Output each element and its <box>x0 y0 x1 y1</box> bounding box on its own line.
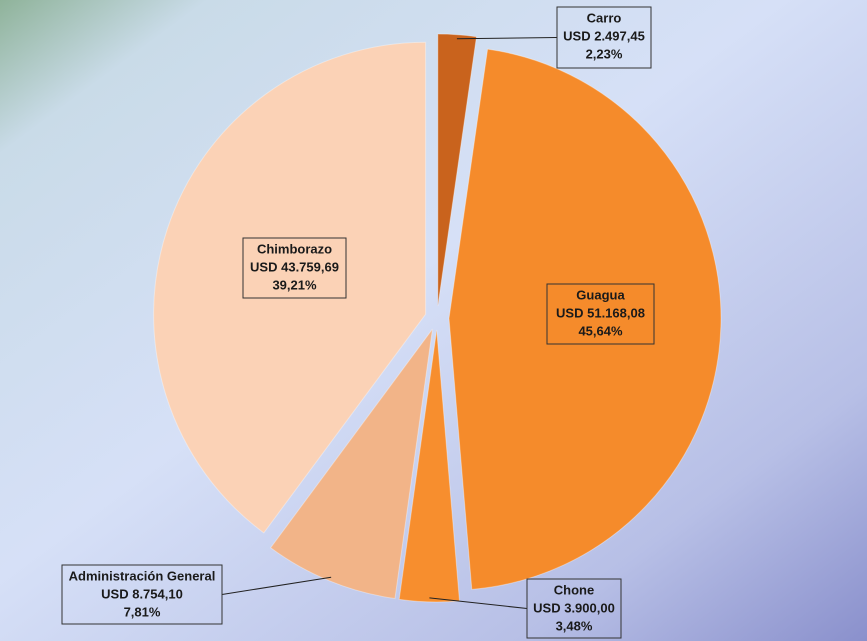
slice-name: Chone <box>554 582 594 597</box>
label-box <box>526 578 622 639</box>
label-box <box>61 564 223 625</box>
slice-amount: USD 43.759,69 <box>250 259 339 274</box>
pie-slice <box>437 33 478 307</box>
labels: Carro USD 2.497,45 2,23% Guagua USD 51.168,0… <box>61 6 655 639</box>
leader-line <box>221 576 332 595</box>
slice-name: Carro <box>587 10 622 25</box>
slice-percent: 7,81% <box>124 604 161 619</box>
leader-line <box>456 37 558 40</box>
pie-slice <box>269 328 433 600</box>
slice-amount: USD 3.900,00 <box>533 600 615 615</box>
label-box <box>242 237 347 299</box>
slice-name: Administración General <box>69 568 216 583</box>
slice-percent: 39,21% <box>272 277 317 292</box>
slice-percent: 2,23% <box>586 46 623 61</box>
slice-amount: USD 2.497,45 <box>563 28 645 43</box>
pie-slice <box>448 48 722 590</box>
pie-slice <box>153 41 427 534</box>
slice-name: Chimborazo <box>257 241 332 256</box>
slice-percent: 3,48% <box>556 618 593 633</box>
slice-amount: USD 8.754,10 <box>101 586 183 601</box>
slice-name: Guagua <box>576 287 625 302</box>
leader-line <box>429 597 528 609</box>
label-box <box>556 6 652 69</box>
label-box <box>546 283 655 345</box>
slice-percent: 45,64% <box>578 323 623 338</box>
slice-amount: USD 51.168,08 <box>556 305 645 320</box>
slices <box>153 33 722 603</box>
